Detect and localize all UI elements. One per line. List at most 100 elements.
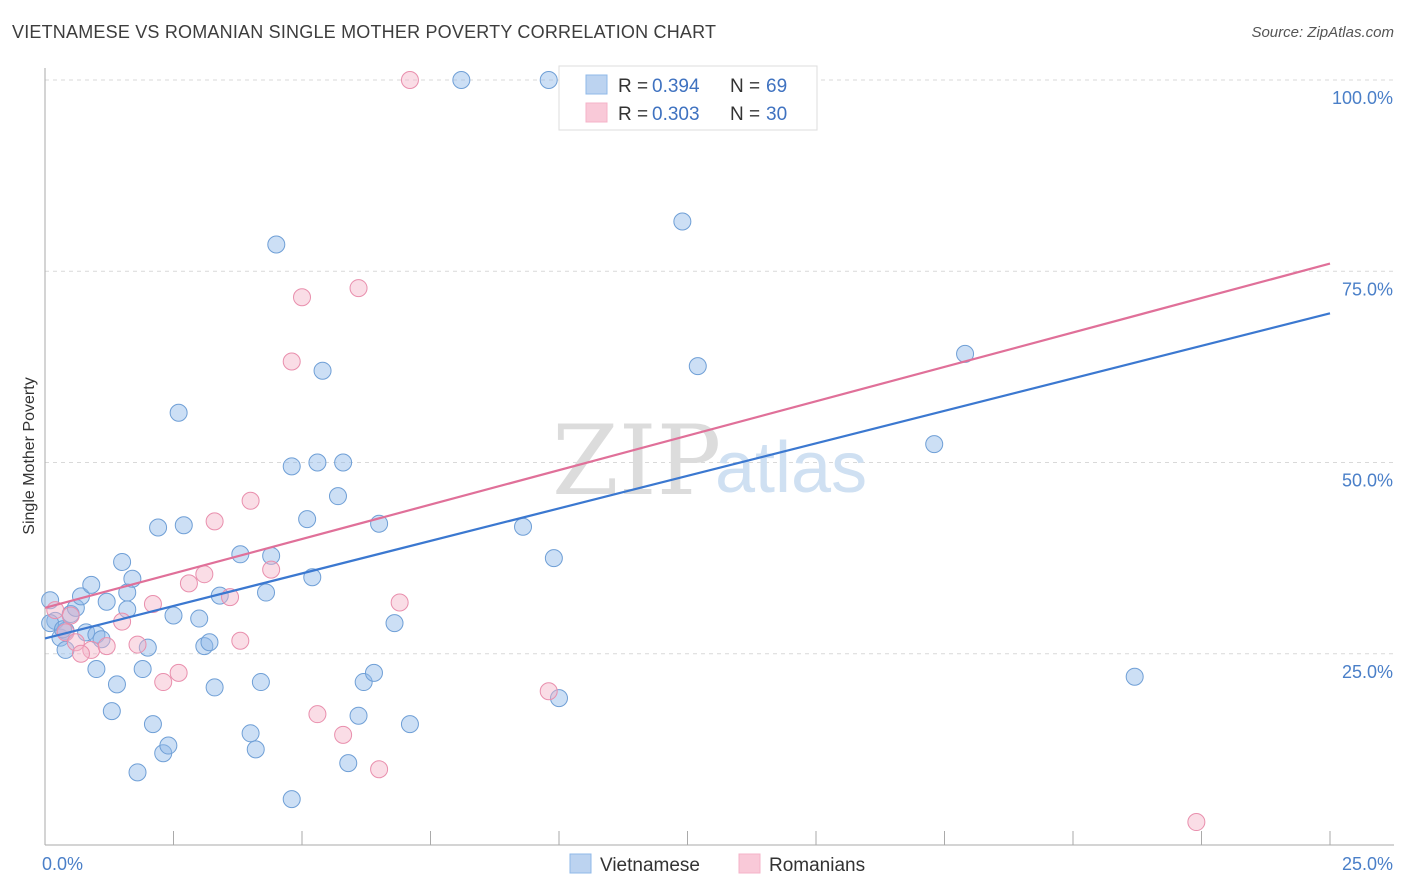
vietnamese-point <box>364 663 383 682</box>
bottom-legend-swatch-vietnamese <box>569 853 592 874</box>
vietnamese-point <box>334 453 353 472</box>
tick-labels: 25.0% 50.0% 75.0% 100.0% 0.0% 25.0% <box>42 88 1393 874</box>
vietnamese-point <box>282 457 301 476</box>
y-axis-label: Single Mother Poverty <box>21 377 38 534</box>
vietnamese-point <box>313 361 332 380</box>
legend-n-value: 30 <box>766 104 787 125</box>
vietnamese-point <box>925 435 944 454</box>
romanians-point <box>113 612 132 631</box>
romanians-point <box>282 352 301 371</box>
romanians-point <box>97 637 116 656</box>
bottom-legend: Vietnamese Romanians <box>569 853 865 876</box>
legend-r-value: 0.303 <box>652 104 700 125</box>
data-points <box>41 71 1206 832</box>
romanians-point <box>370 760 389 779</box>
vietnamese-point <box>169 403 188 422</box>
romanians-point <box>231 631 250 650</box>
vietnamese-point <box>113 552 132 571</box>
legend-n-value: 69 <box>766 76 787 97</box>
legend-n-label: N = <box>730 76 760 97</box>
trend-lines <box>44 262 1331 640</box>
y-tick-label: 50.0% <box>1342 471 1393 491</box>
romanians-point <box>334 725 353 744</box>
vietnamese-point <box>133 660 152 679</box>
romanians-point <box>71 644 90 663</box>
vietnamese-point <box>282 790 301 809</box>
romanians-trend-line <box>44 262 1331 609</box>
y-tick-label: 75.0% <box>1342 279 1393 299</box>
romanians-point <box>293 288 311 307</box>
y-tick-label: 25.0% <box>1342 662 1393 682</box>
vietnamese-point <box>138 638 157 657</box>
romanians-point <box>1187 813 1206 832</box>
vietnamese-point <box>514 517 533 536</box>
legend-swatch-romanians <box>585 102 608 123</box>
romanians-point <box>143 595 162 614</box>
axes <box>44 68 1394 846</box>
romanians-point <box>128 635 147 654</box>
romanians-point <box>205 512 224 531</box>
vietnamese-point <box>102 702 121 721</box>
vietnamese-point <box>550 689 568 708</box>
legend-r-value: 0.394 <box>652 76 700 97</box>
gridlines <box>45 79 1394 655</box>
vietnamese-point <box>164 606 183 625</box>
vietnamese-point <box>385 614 404 633</box>
vietnamese-point <box>241 724 260 743</box>
vietnamese-point <box>159 736 178 755</box>
legend-r-label: R = <box>618 104 648 125</box>
bottom-legend-vietnamese: Vietnamese <box>600 855 700 876</box>
legend-swatch-vietnamese <box>585 74 608 95</box>
romanians-point <box>154 673 173 692</box>
watermark-atlas: atlas <box>715 428 867 508</box>
romanians-point <box>195 565 214 584</box>
vietnamese-point <box>339 754 358 773</box>
vietnamese-point <box>400 715 419 734</box>
vietnamese-point <box>87 660 106 679</box>
vietnamese-point <box>82 575 101 594</box>
vietnamese-point <box>354 673 373 692</box>
y-tick-label: 100.0% <box>1332 88 1393 108</box>
vietnamese-point <box>257 583 276 602</box>
legend-box: R = 0.394 N = 69 R = 0.303 N = 30 <box>558 65 818 131</box>
vietnamese-point <box>174 516 193 535</box>
vietnamese-point <box>97 592 116 611</box>
bottom-legend-romanians: Romanians <box>769 855 865 876</box>
vietnamese-point <box>107 675 126 694</box>
romanians-point <box>539 682 558 701</box>
vietnamese-point <box>267 235 286 254</box>
vietnamese-point <box>200 633 219 652</box>
vietnamese-point <box>328 487 347 506</box>
vietnamese-point <box>205 678 224 697</box>
vietnamese-point <box>251 673 270 692</box>
romanians-point <box>179 574 198 593</box>
watermark-zip: ZIP <box>552 405 721 517</box>
vietnamese-point <box>308 453 327 472</box>
vietnamese-point <box>298 510 317 529</box>
romanians-point <box>169 663 188 682</box>
vietnamese-trend-line <box>44 312 1331 640</box>
romanians-point <box>390 593 409 612</box>
vietnamese-point <box>190 609 209 628</box>
romanians-point <box>349 279 368 298</box>
romanians-point <box>241 491 260 510</box>
vietnamese-point <box>128 763 147 782</box>
vietnamese-point <box>452 71 471 89</box>
x-tick-label: 0.0% <box>42 854 83 874</box>
romanians-point <box>400 71 419 89</box>
vietnamese-point <box>544 549 563 568</box>
romanians-point <box>61 606 80 625</box>
romanians-point <box>66 633 85 652</box>
vietnamese-point <box>349 706 368 725</box>
vietnamese-point <box>539 71 558 89</box>
x-tick-label: 25.0% <box>1342 854 1393 874</box>
chart-title: VIETNAMESE VS ROMANIAN SINGLE MOTHER POV… <box>12 22 717 42</box>
romanians-point <box>308 705 327 724</box>
legend-r-label: R = <box>618 76 648 97</box>
romanians-point <box>82 640 101 659</box>
vietnamese-point <box>246 740 265 759</box>
vietnamese-point <box>688 357 707 376</box>
vietnamese-point <box>149 518 168 537</box>
legend-n-label: N = <box>730 104 760 125</box>
